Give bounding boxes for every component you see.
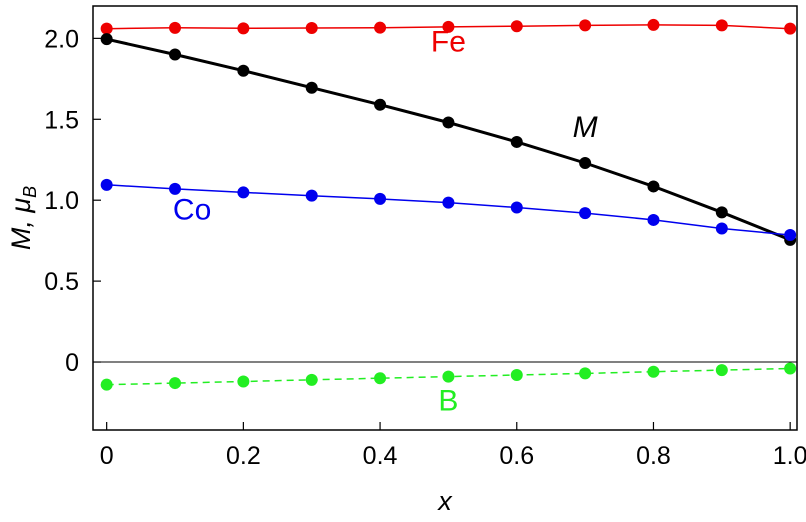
data-point-fe xyxy=(100,22,113,35)
series-label-b: B xyxy=(438,385,458,418)
series-label-co: Co xyxy=(173,194,211,227)
y-tick-label: 1.0 xyxy=(44,187,79,215)
data-point-fe xyxy=(374,21,387,34)
data-point-b xyxy=(784,362,797,375)
x-tick-label: 0 xyxy=(100,442,114,470)
y-tick-label: 0.5 xyxy=(44,268,79,296)
data-point-fe xyxy=(647,18,660,31)
data-point-co xyxy=(579,207,592,220)
data-point-m xyxy=(100,33,113,46)
series-b: B xyxy=(100,362,797,418)
data-point-m xyxy=(169,48,182,61)
data-point-co xyxy=(442,196,455,209)
y-tick-label: 1.5 xyxy=(44,106,79,134)
data-point-b xyxy=(169,377,182,390)
x-axis-label: x xyxy=(436,486,453,516)
data-point-fe xyxy=(715,19,728,32)
data-point-m xyxy=(579,156,592,169)
data-point-b xyxy=(374,372,387,385)
data-point-b xyxy=(100,378,113,391)
data-point-co xyxy=(784,228,797,241)
data-point-m xyxy=(442,116,455,129)
data-point-co xyxy=(715,222,728,235)
data-point-co xyxy=(305,189,318,202)
series-label-m: M xyxy=(573,111,598,144)
data-point-b xyxy=(510,368,523,381)
data-point-fe xyxy=(784,22,797,35)
y-tick-label: 0 xyxy=(65,349,79,377)
data-point-b xyxy=(647,365,660,378)
data-point-b xyxy=(715,364,728,377)
y-axis-label-main: M, μ xyxy=(6,198,36,250)
data-point-b xyxy=(237,375,250,388)
data-point-m xyxy=(237,64,250,77)
plot-frame xyxy=(92,5,798,431)
data-point-m xyxy=(510,135,523,148)
series-co: Co xyxy=(100,178,797,241)
data-point-b xyxy=(579,367,592,380)
data-point-fe xyxy=(305,22,318,35)
x-tick-label: 0.4 xyxy=(363,442,398,470)
data-point-m xyxy=(715,206,728,219)
data-point-co xyxy=(100,178,113,191)
data-point-co xyxy=(169,182,182,195)
data-point-b xyxy=(305,373,318,386)
data-point-co xyxy=(237,186,250,199)
x-tick-label: 0.8 xyxy=(636,442,671,470)
data-point-fe xyxy=(442,20,455,33)
series-layer: Fe M Co B xyxy=(100,18,797,418)
series-fe: Fe xyxy=(100,18,797,58)
x-tick-label: 1.0 xyxy=(773,442,806,470)
series-m: M xyxy=(100,33,797,246)
x-tick-label: 0.6 xyxy=(499,442,534,470)
data-point-fe xyxy=(169,21,182,34)
data-point-m xyxy=(374,98,387,111)
data-point-co xyxy=(647,213,660,226)
y-axis-label: M, μB xyxy=(6,186,40,250)
data-point-co xyxy=(374,192,387,205)
x-tick-label: 0.2 xyxy=(226,442,261,470)
data-point-fe xyxy=(579,19,592,32)
tick-layer: 0 0.2 0.4 0.6 0.8 1.0 0 0.5 1.0 1.5 2.0 xyxy=(44,25,806,470)
series-label-fe: Fe xyxy=(431,25,466,58)
data-point-fe xyxy=(510,20,523,33)
data-point-fe xyxy=(237,22,250,35)
y-tick-label: 2.0 xyxy=(44,25,79,53)
data-point-co xyxy=(510,201,523,214)
data-point-b xyxy=(442,370,455,383)
data-point-m xyxy=(647,180,660,193)
y-axis-label-subscript: B xyxy=(20,186,40,198)
data-point-m xyxy=(305,81,318,94)
